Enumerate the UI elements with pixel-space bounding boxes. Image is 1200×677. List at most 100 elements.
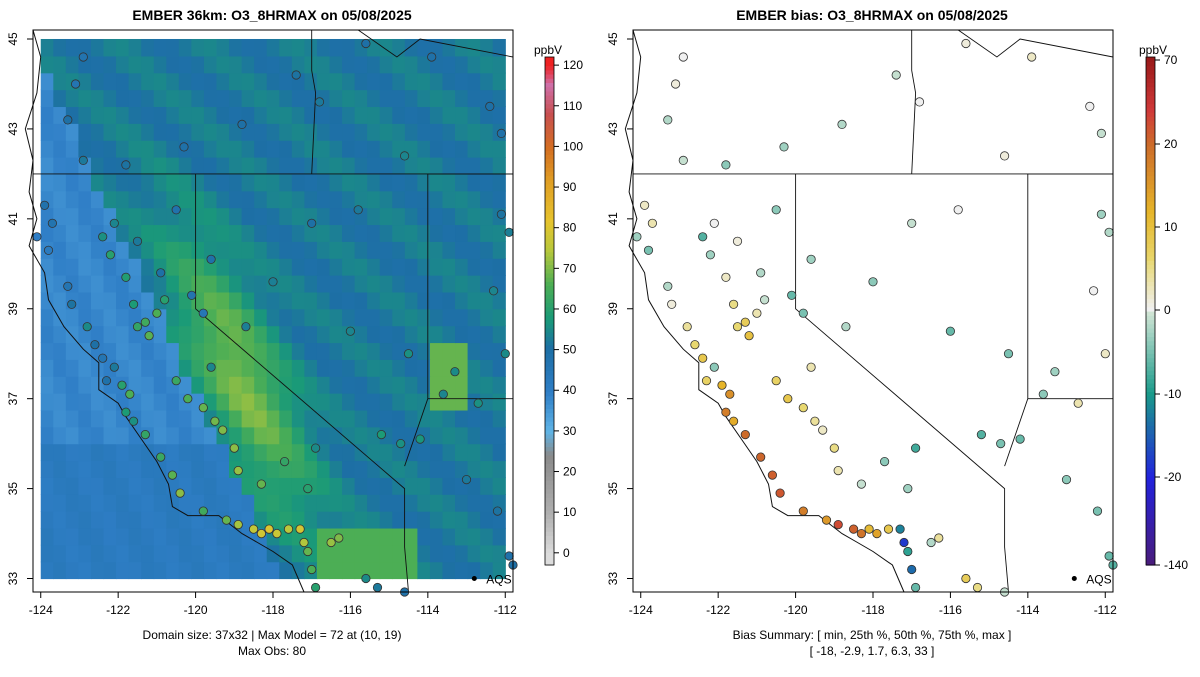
colorbar-segment: [1146, 205, 1155, 210]
observation-point: [167, 470, 177, 480]
bias-point: [868, 277, 878, 287]
grid-cell: [342, 275, 356, 293]
grid-cell: [442, 140, 456, 158]
grid-cell: [141, 291, 155, 310]
grid-cell: [241, 190, 255, 209]
grid-cell: [455, 241, 469, 259]
bias-point: [725, 389, 735, 399]
grid-cell: [291, 561, 305, 580]
grid-cell: [178, 561, 192, 580]
grid-cell: [116, 494, 130, 512]
state-border: [195, 173, 409, 593]
grid-cell: [342, 258, 356, 276]
grid-cell: [153, 477, 167, 495]
observation-point: [500, 349, 510, 359]
colorbar-tick-label: 0: [1164, 303, 1171, 317]
grid-cell: [367, 511, 381, 529]
grid-cell: [442, 38, 456, 57]
observation-point: [233, 465, 243, 476]
model-grid: [40, 38, 506, 580]
grid-cell: [191, 140, 205, 158]
observation-point: [361, 38, 371, 49]
colorbar-segment: [545, 116, 554, 122]
observation-point: [156, 268, 166, 278]
grid-cell: [316, 393, 331, 411]
grid-cell: [166, 426, 180, 445]
colorbar-segment: [545, 162, 554, 168]
grid-cell: [316, 443, 331, 462]
observation-point: [303, 546, 313, 557]
observation-point: [218, 425, 228, 435]
grid-cell: [216, 38, 230, 57]
x-tick-label: -116: [939, 603, 962, 617]
grid-cell: [53, 258, 67, 276]
colorbar-segment: [1146, 323, 1155, 329]
grid-cell: [379, 241, 393, 259]
grid-cell: [103, 527, 117, 546]
grid-cell: [153, 376, 167, 394]
grid-cell: [304, 325, 318, 344]
grid-cell: [78, 477, 92, 495]
grid-cell: [141, 207, 155, 226]
observation-point: [396, 438, 406, 449]
grid-cell: [103, 72, 117, 91]
grid-cell: [354, 359, 368, 377]
grid-cell: [178, 241, 192, 259]
observation-point: [361, 573, 371, 584]
grid-cell: [279, 55, 293, 74]
colorbar-segment: [1146, 141, 1155, 147]
grid-cell: [141, 460, 155, 478]
grid-cell: [65, 241, 79, 259]
grid-cell: [153, 544, 167, 563]
colorbar-segment: [545, 260, 554, 266]
grid-cell: [329, 494, 343, 512]
grid-cell: [65, 443, 79, 462]
grid-cell: [429, 376, 444, 394]
grid-cell: [90, 527, 105, 546]
grid-cell: [342, 359, 356, 377]
model-footer-2: Max Obs: 80: [238, 644, 306, 658]
colorbar-segment: [1146, 454, 1155, 460]
grid-cell: [442, 494, 456, 512]
grid-cell: [379, 443, 393, 462]
observation-point: [496, 209, 506, 219]
colorbar-segment: [545, 120, 554, 126]
grid-cell: [116, 511, 130, 529]
colorbar-segment: [1146, 552, 1155, 558]
colorbar-segment: [1146, 78, 1155, 83]
grid-cell: [103, 258, 117, 276]
grid-cell: [455, 72, 469, 91]
grid-cell: [467, 511, 481, 529]
grid-cell: [354, 426, 368, 445]
grid-cell: [166, 544, 180, 563]
grid-cell: [78, 393, 92, 411]
grid-cell: [367, 258, 381, 276]
grid-cell: [191, 342, 205, 360]
colorbar-segment: [1146, 522, 1155, 528]
colorbar-segment: [545, 95, 554, 100]
grid-cell: [392, 544, 406, 563]
grid-cell: [141, 140, 155, 158]
colorbar-segment: [545, 353, 554, 359]
grid-cell: [191, 123, 205, 141]
grid-cell: [216, 241, 230, 259]
grid-cell: [291, 409, 305, 428]
colorbar-segment: [545, 442, 554, 448]
grid-cell: [203, 106, 218, 124]
grid-cell: [241, 38, 255, 57]
grid-cell: [455, 376, 469, 394]
grid-cell: [78, 376, 92, 394]
grid-cell: [90, 477, 105, 495]
grid-cell: [116, 527, 130, 546]
grid-cell: [241, 275, 255, 293]
colorbar-segment: [1146, 327, 1155, 333]
grid-cell: [442, 55, 456, 74]
grid-cell: [266, 477, 280, 495]
x-tick-label: -114: [1016, 603, 1039, 617]
state-border: [357, 29, 514, 58]
grid-cell: [392, 72, 406, 91]
colorbar-segment: [545, 192, 554, 198]
grid-cell: [65, 544, 79, 563]
grid-cell: [367, 106, 381, 124]
grid-cell: [467, 342, 481, 360]
